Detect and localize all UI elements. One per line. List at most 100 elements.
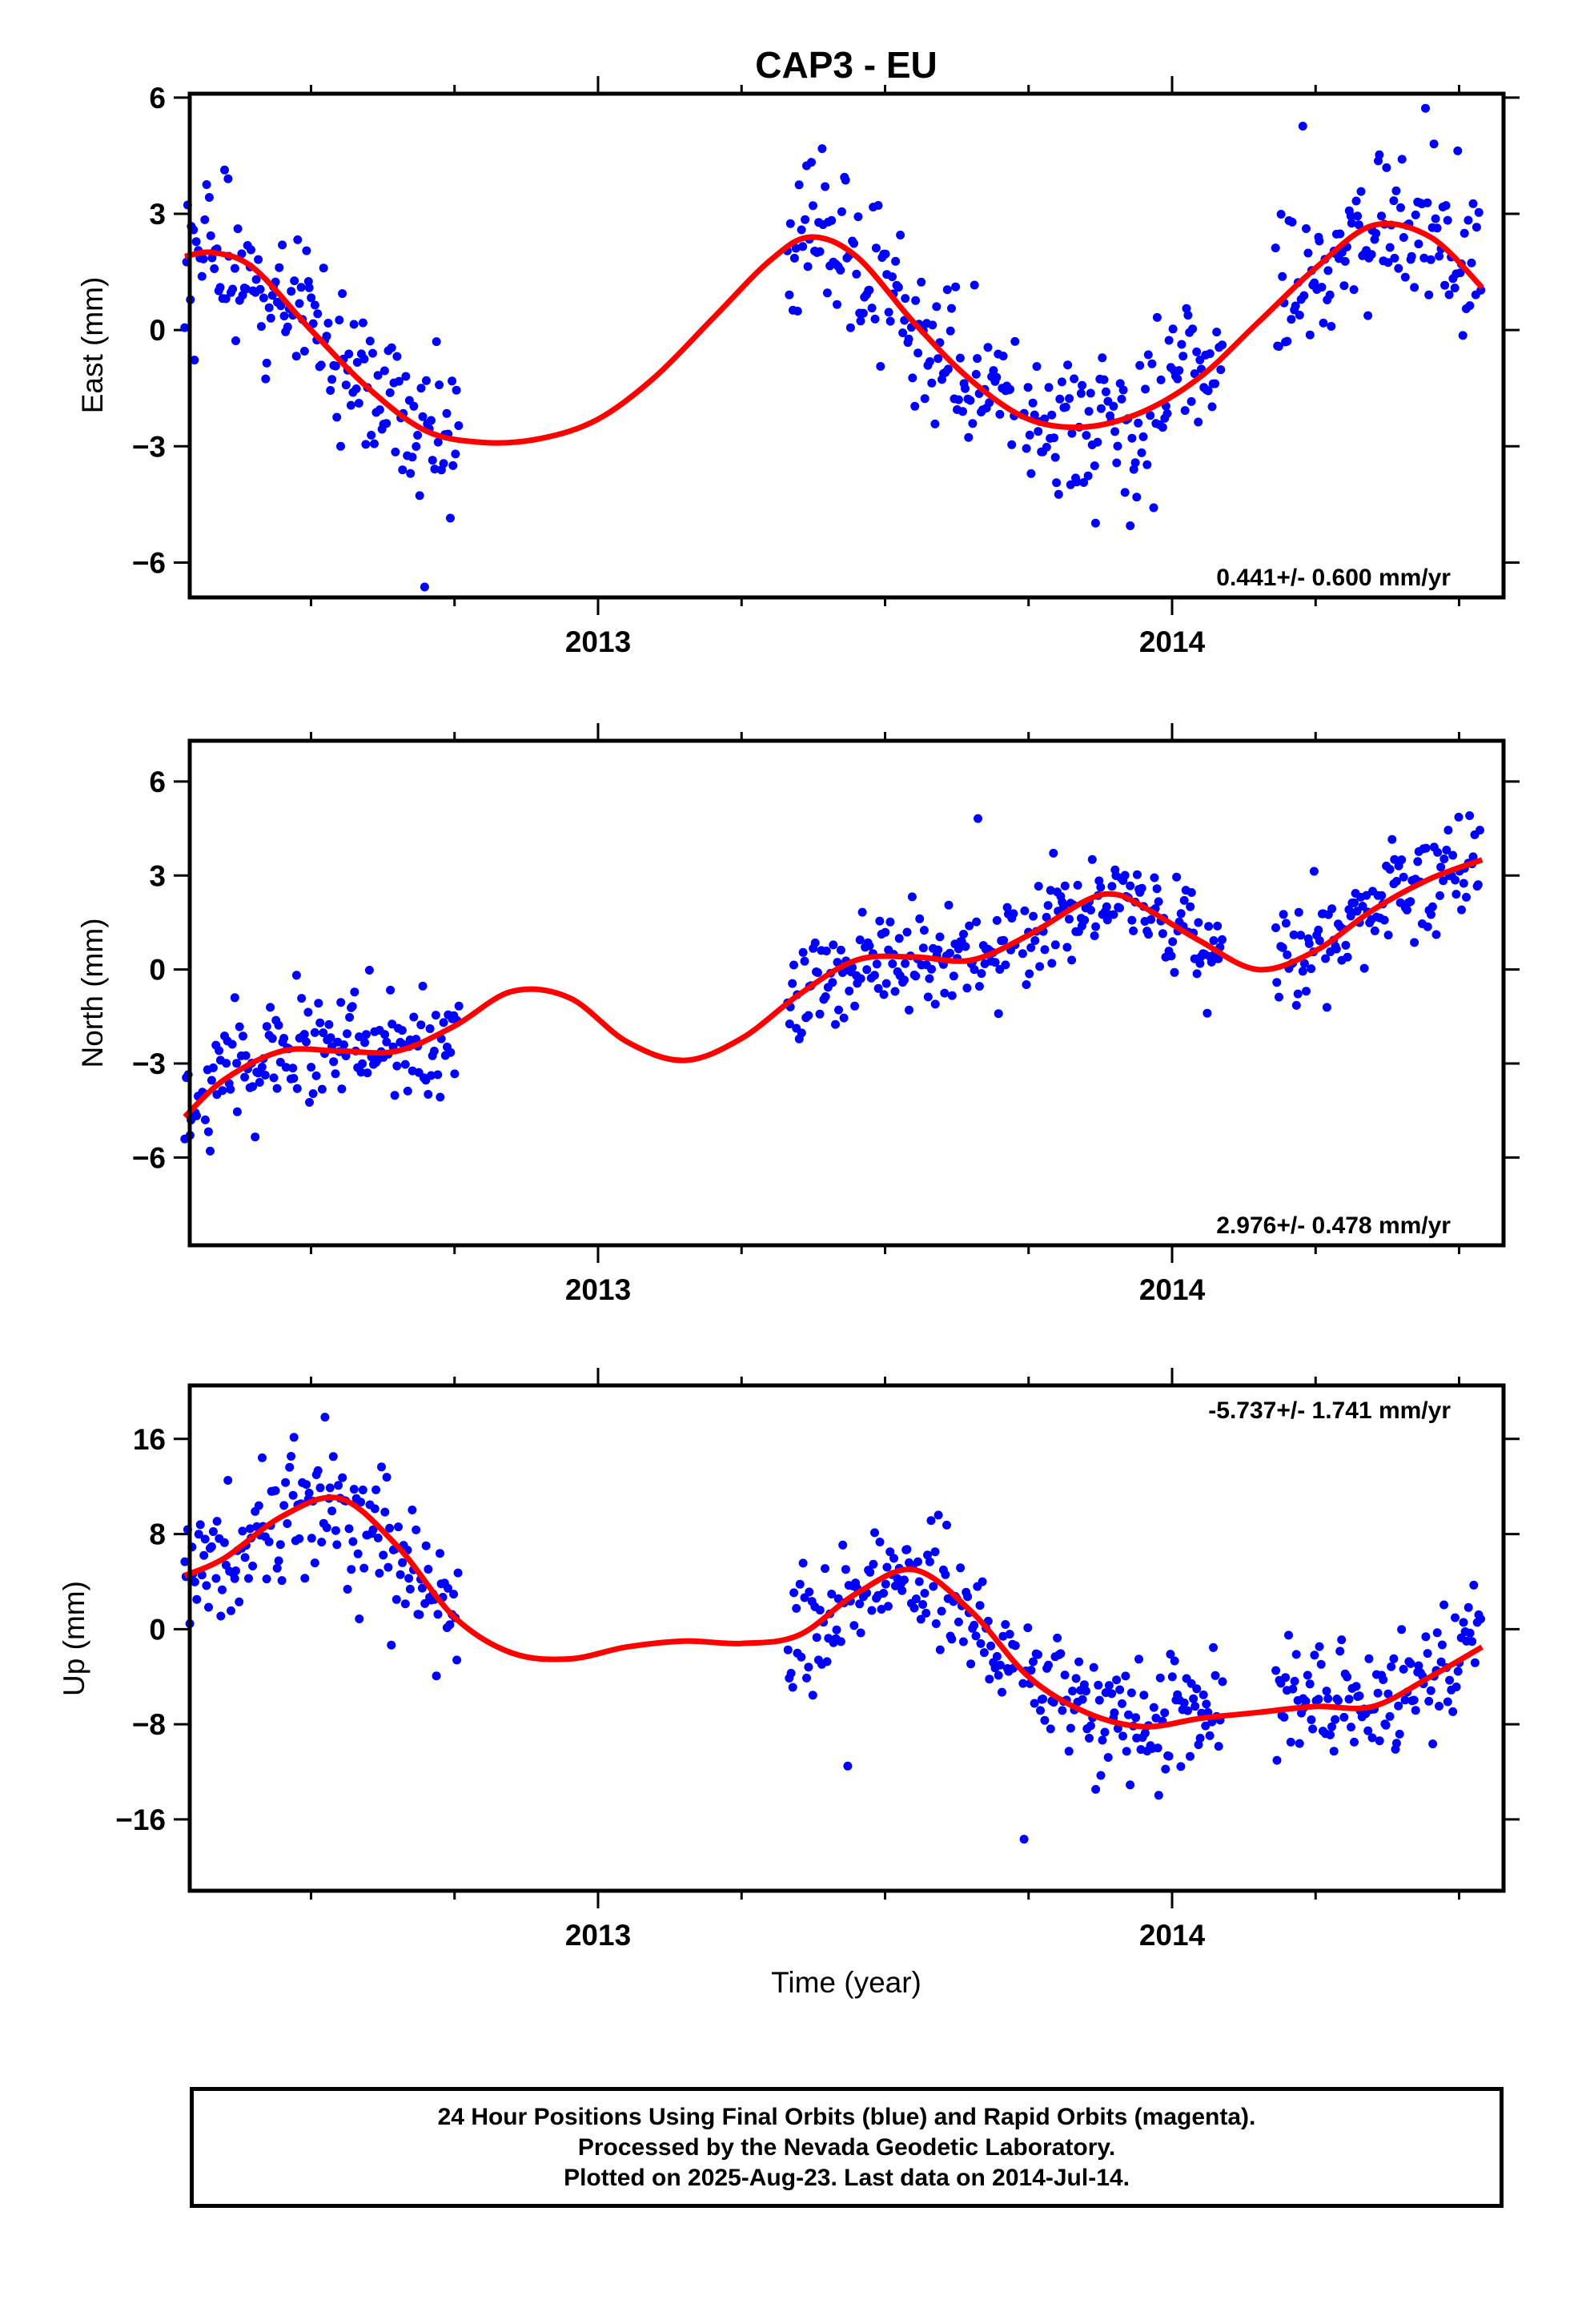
east-data-point: [891, 256, 901, 266]
east-data-point: [406, 468, 416, 478]
east-data-point: [1063, 360, 1073, 370]
north-data-point: [961, 942, 970, 951]
north-data-point: [241, 1051, 251, 1060]
up-data-point: [192, 1594, 202, 1604]
north-data-point: [262, 1022, 271, 1031]
up-ticks: [174, 1368, 1520, 1908]
east-y-tick-label: 3: [149, 198, 166, 231]
east-data-point: [275, 263, 284, 272]
up-data-point: [921, 1608, 931, 1618]
up-data-point: [918, 1600, 928, 1609]
up-data-point: [355, 1614, 364, 1623]
up-data-point: [1314, 1695, 1323, 1704]
east-data-point: [259, 293, 268, 303]
north-data-point: [1454, 812, 1464, 822]
north-data-point: [1423, 922, 1432, 931]
east-data-point: [428, 456, 437, 465]
east-data-point: [394, 376, 404, 386]
north-data-point: [804, 1011, 813, 1020]
up-data-point: [802, 1673, 811, 1683]
up-data-point: [869, 1559, 878, 1569]
north-data-point: [319, 1028, 328, 1038]
up-data-point: [1078, 1695, 1087, 1704]
up-data-point: [923, 1550, 932, 1560]
up-data-point: [963, 1592, 973, 1602]
east-data-point: [927, 378, 937, 388]
east-data-point: [920, 394, 930, 404]
north-data-point: [785, 1019, 794, 1029]
east-data-point: [200, 215, 210, 224]
north-data-point: [400, 1059, 410, 1069]
up-data-point: [883, 1602, 893, 1611]
up-data-point: [1112, 1675, 1122, 1685]
east-data-point: [896, 231, 905, 239]
east-data-point: [865, 285, 874, 295]
east-data-point: [1047, 410, 1057, 420]
up-data-point: [1082, 1687, 1090, 1696]
north-data-point: [343, 1029, 351, 1039]
north-data-point: [798, 947, 808, 957]
east-data-point: [1147, 359, 1157, 368]
up-data-point: [216, 1611, 226, 1621]
east-data-point: [307, 293, 316, 303]
north-data-point: [959, 930, 968, 939]
up-data-point: [235, 1597, 244, 1606]
up-data-point: [1026, 1666, 1036, 1675]
up-data-point: [195, 1520, 205, 1530]
up-data-point: [856, 1628, 865, 1638]
north-data-point: [1385, 865, 1395, 874]
north-data-point: [308, 1089, 318, 1099]
up-data-point: [358, 1486, 367, 1494]
east-data-point: [1390, 253, 1399, 263]
north-data-point: [1321, 954, 1331, 963]
north-data-point: [1343, 952, 1352, 962]
east-data-point: [821, 182, 830, 191]
east-data-point: [1419, 253, 1429, 263]
north-data-point: [240, 1072, 250, 1082]
up-data-point: [1355, 1691, 1364, 1701]
up-data-point: [929, 1582, 938, 1591]
up-data-point: [788, 1683, 797, 1692]
up-data-point: [1436, 1657, 1446, 1667]
up-data-point: [211, 1574, 221, 1583]
east-data-point: [1178, 352, 1188, 361]
north-data-point: [274, 1020, 283, 1030]
east-data-point: [954, 395, 963, 404]
east-data-point: [313, 309, 323, 319]
north-data-point: [900, 975, 909, 985]
up-data-point: [244, 1574, 253, 1583]
east-data-point: [454, 421, 464, 430]
up-data-point: [1290, 1676, 1299, 1686]
up-data-point: [899, 1575, 909, 1585]
up-plot-frame: [187, 1383, 1506, 1893]
east-data-point: [1182, 304, 1191, 313]
up-data-point: [433, 1610, 443, 1619]
east-data-point: [247, 245, 255, 255]
up-data-point: [1107, 1689, 1117, 1699]
north-data-point: [1127, 915, 1137, 925]
up-data-point: [855, 1599, 865, 1609]
north-data-point: [789, 960, 798, 970]
north-data-point: [302, 1037, 311, 1047]
north-data-point: [856, 974, 865, 983]
north-data-point: [944, 900, 954, 910]
east-data-point: [1130, 458, 1140, 468]
north-data-point: [1090, 931, 1099, 940]
east-data-point: [283, 322, 292, 332]
north-data-point: [315, 1018, 325, 1027]
north-data-point: [363, 1068, 372, 1078]
east-data-point: [1117, 394, 1126, 404]
east-data-point: [1180, 406, 1190, 416]
east-data-point: [1407, 251, 1416, 261]
east-data-point: [885, 316, 895, 326]
east-ticks: [174, 76, 1520, 615]
east-data-point: [361, 440, 371, 449]
x-axis-label: Time (year): [771, 1966, 921, 1999]
up-data-point: [331, 1526, 340, 1535]
up-data-point: [1303, 1671, 1312, 1680]
north-data-point: [1150, 873, 1159, 883]
north-data-point: [267, 1034, 277, 1043]
up-data-point: [283, 1519, 292, 1528]
east-data-point: [964, 432, 974, 442]
north-data-point: [272, 1084, 282, 1093]
